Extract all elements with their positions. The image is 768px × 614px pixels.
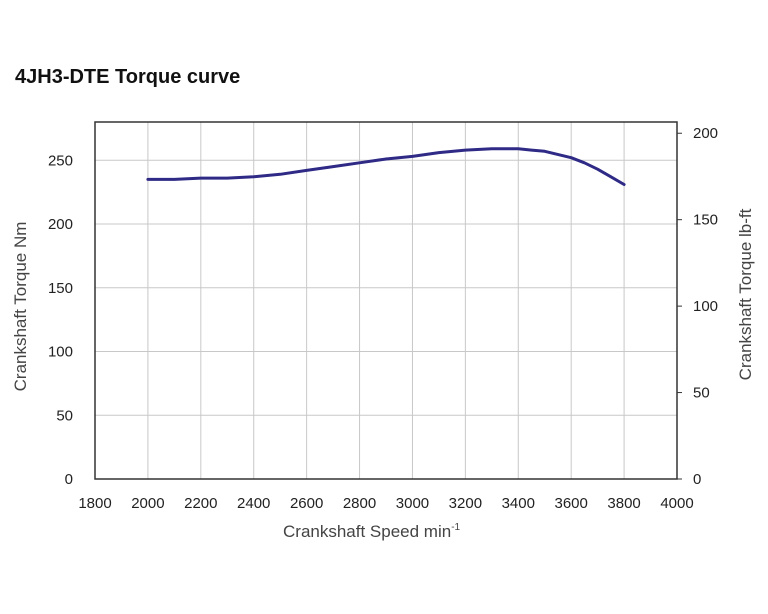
x-tick-label: 2000 xyxy=(131,495,164,512)
x-tick-label: 3200 xyxy=(449,495,482,512)
data-series xyxy=(146,147,626,186)
y-tick-label-left: 200 xyxy=(48,216,73,233)
torque-series-line xyxy=(146,147,626,186)
x-tick-label: 2800 xyxy=(343,495,376,512)
y-tick-label-right: 50 xyxy=(693,385,710,402)
x-tick-label: 2600 xyxy=(290,495,323,512)
y-axis-label-left: Crankshaft Torque Nm xyxy=(11,222,30,392)
y-tick-label-right: 0 xyxy=(693,471,701,488)
y-tick-label-right: 150 xyxy=(693,212,718,229)
x-tick-label: 3000 xyxy=(396,495,429,512)
y-tick-label-left: 100 xyxy=(48,344,73,361)
x-tick-label: 3800 xyxy=(607,495,640,512)
x-tick-label: 2400 xyxy=(237,495,270,512)
y-tick-label-left: 50 xyxy=(56,407,73,424)
x-tick-label: 1800 xyxy=(78,495,111,512)
y-tick-label-right: 100 xyxy=(693,298,718,315)
chart-title: 4JH3-DTE Torque curve xyxy=(15,66,241,88)
x-tick-label: 3400 xyxy=(502,495,535,512)
tick-labels: 1800 2000 2200 2400 2600 2800 3000 3200 3400 3600… xyxy=(48,125,718,512)
x-tick-label: 2200 xyxy=(184,495,217,512)
x-tick-label: 3600 xyxy=(554,495,587,512)
y-tick-label-left: 250 xyxy=(48,152,73,169)
grid-lines xyxy=(95,122,677,479)
y-tick-label-right: 200 xyxy=(693,125,718,142)
x-axis-label-superscript: -1 xyxy=(451,522,460,533)
y-tick-label-left: 150 xyxy=(48,280,73,297)
x-axis-label: Crankshaft Speed min-1 xyxy=(283,522,461,541)
x-axis-label-text: Crankshaft Speed min xyxy=(283,522,451,541)
y-tick-label-left: 0 xyxy=(65,471,73,488)
x-tick-label: 4000 xyxy=(660,495,693,512)
plot-area-frame xyxy=(94,121,678,480)
y-axis-label-right: Crankshaft Torque lb-ft xyxy=(736,208,755,380)
